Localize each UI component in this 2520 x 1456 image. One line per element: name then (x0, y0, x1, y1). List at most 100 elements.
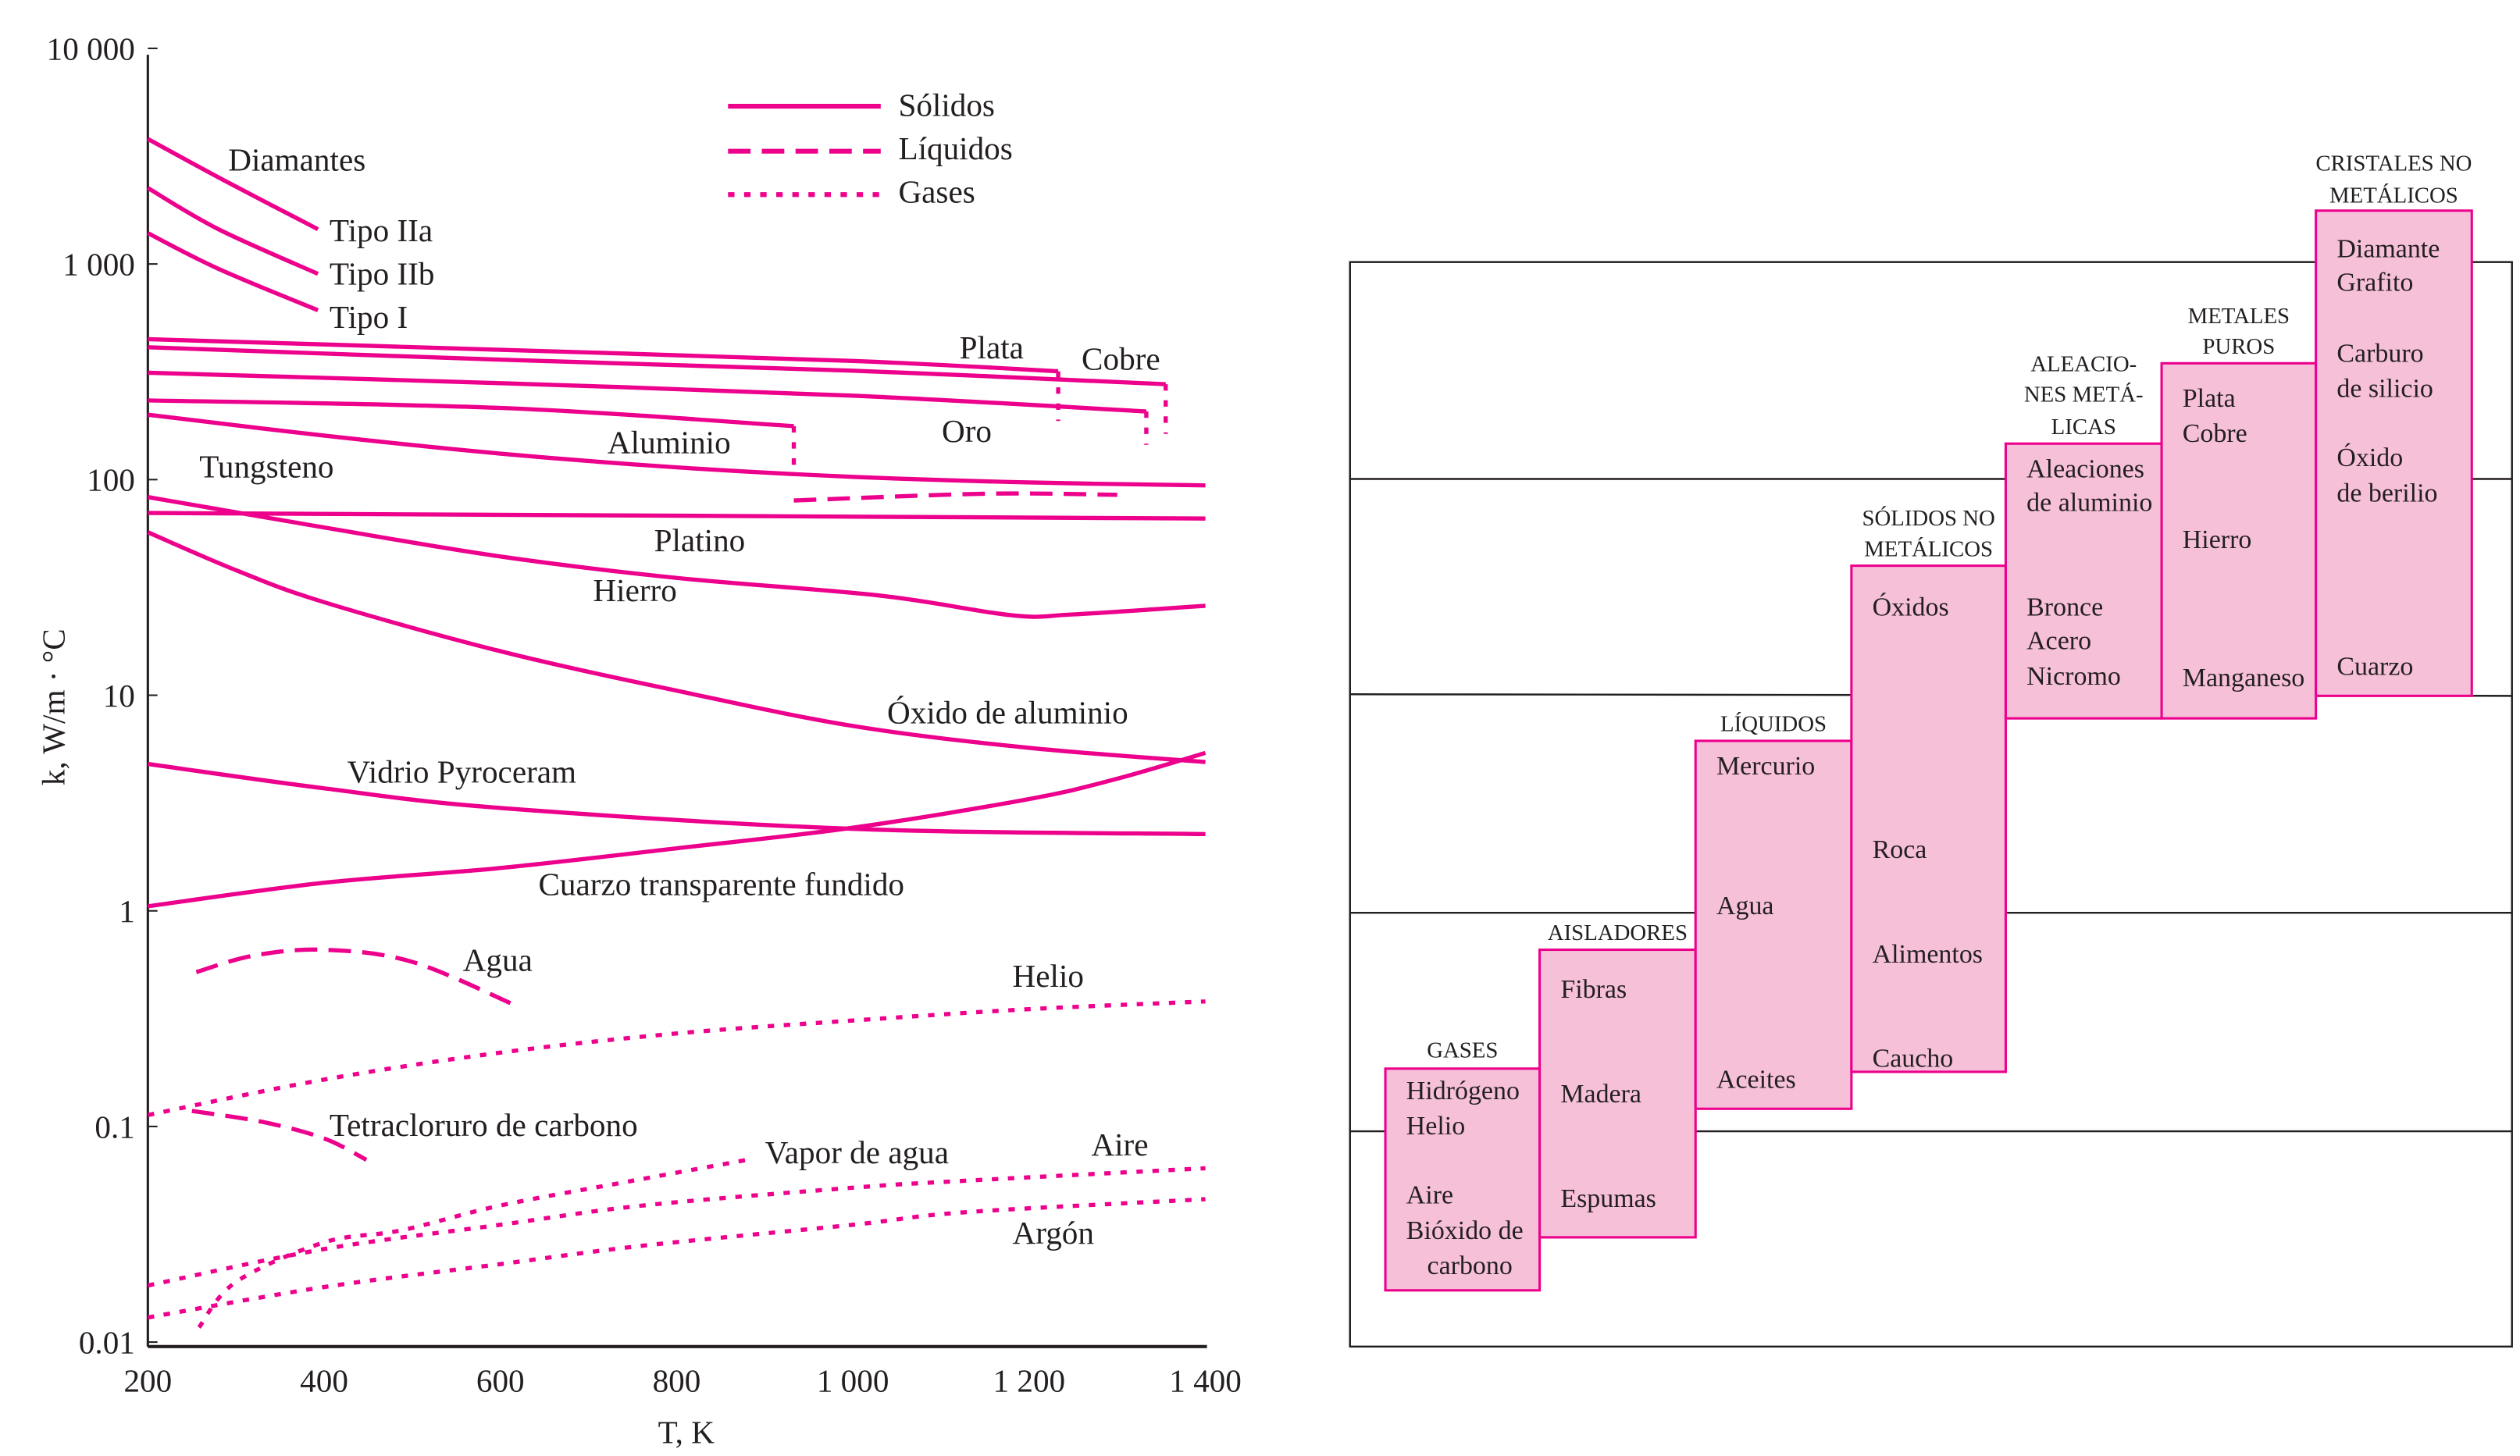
x-axis-label: T, K (658, 1414, 715, 1450)
material-item: Bronce (2026, 593, 2103, 621)
category-gases: GASES Hidrógeno Helio Aire Bióxido de carbono (1384, 1038, 1542, 1292)
material-item: Agua (1716, 892, 1774, 920)
material-item: Madera (1560, 1080, 1641, 1109)
material-item: Caucho (1873, 1045, 1954, 1073)
curve-platino (148, 511, 1206, 521)
y-tick-label: 10 000 (47, 30, 135, 66)
category-header: METALES (2188, 304, 2290, 329)
label-argon: Argón (1013, 1215, 1094, 1251)
material-item: carbono (1428, 1251, 1513, 1280)
material-item: Bióxido de (1406, 1216, 1524, 1245)
label-oxido-aluminio: Óxido de aluminio (887, 694, 1128, 730)
curve-helio (147, 999, 1206, 1117)
curve-aluminio (148, 398, 794, 429)
category-header: GASES (1427, 1038, 1498, 1063)
curve-plata (148, 336, 1059, 374)
diagram-frame (1349, 261, 2513, 1348)
category-cristales-no-metalicos: CRISTALES NO METÁLICOS Diamante Grafito Carb… (2315, 151, 2473, 697)
conductivity-chart: 10 000 1 000 100 10 1 0.1 0.01 200 400 600 800 1 0… (35, 30, 1242, 1450)
label-tipo-iib: Tipo IIb (330, 255, 435, 291)
y-tick-label: 0.1 (94, 1109, 134, 1145)
x-tick-label: 800 (653, 1362, 701, 1398)
legend-liquidos: Líquidos (898, 130, 1012, 166)
x-tick-label: 400 (300, 1362, 348, 1398)
category-header: METÁLICOS (1864, 536, 1993, 561)
category-header: NES METÁ- (2024, 382, 2144, 408)
category-header: PUROS (2202, 334, 2275, 359)
label-tetracloruro: Tetracloruro de carbono (330, 1107, 638, 1143)
label-platino: Platino (654, 522, 746, 558)
material-item: de aluminio (2026, 489, 2152, 518)
category-header: AISLADORES (1548, 920, 1688, 945)
material-item: Aceites (1716, 1066, 1796, 1095)
legend-solidos: Sólidos (898, 87, 995, 123)
curve-argon (147, 1197, 1206, 1320)
x-tick-label: 1 200 (993, 1362, 1066, 1398)
material-item: de berilio (2336, 479, 2437, 507)
material-item: Plata (2183, 384, 2236, 413)
material-item: Hidrógeno (1406, 1077, 1520, 1105)
range-box (2004, 442, 2163, 720)
category-metales-puros: METALES PUROS Plata Cobre Hierro Manganeso (2160, 304, 2318, 720)
material-item: Cuarzo (2336, 653, 2413, 682)
label-tipo-i: Tipo I (330, 299, 408, 335)
y-tick-label: 100 (87, 462, 135, 498)
curve-aluminio-liquido (793, 491, 1117, 503)
curve-diamantes-tipo-i (147, 231, 319, 312)
range-box (2160, 361, 2318, 720)
range-box (1538, 948, 1697, 1239)
label-plata: Plata (960, 329, 1024, 365)
curve-tungsteno (148, 412, 1206, 488)
label-aire: Aire (1091, 1127, 1148, 1162)
label-hierro: Hierro (593, 572, 676, 608)
curve-agua (195, 947, 519, 1009)
material-item: Roca (1873, 835, 1927, 864)
y-tick-label: 10 (103, 678, 135, 714)
range-box (1694, 739, 1853, 1110)
label-cobre: Cobre (1082, 341, 1160, 377)
curve-cobre (148, 345, 1166, 386)
range-box (2315, 209, 2473, 697)
label-helio: Helio (1013, 958, 1084, 994)
x-tick-label: 1 000 (817, 1362, 889, 1398)
label-oro: Oro (942, 413, 992, 449)
y-tick-label: 1 (119, 893, 135, 929)
material-item: Hierro (2183, 525, 2252, 554)
material-item: Helio (1406, 1112, 1465, 1141)
material-item: Mercurio (1716, 752, 1815, 781)
curve-oro (148, 370, 1147, 414)
curve-aire (147, 1166, 1206, 1288)
y-tick-label: 0.01 (79, 1324, 135, 1360)
material-item: Carburo (2336, 339, 2423, 368)
x-tick-label: 1 400 (1169, 1362, 1242, 1398)
label-vapor: Vapor de agua (765, 1134, 949, 1170)
category-header: SÓLIDOS NO (1862, 505, 1994, 531)
y-tick-label: 1 000 (62, 247, 135, 283)
material-item: Óxido (2336, 443, 2403, 472)
curve-vidrio-pyroceram (147, 761, 1206, 837)
curve-cuarzo-transparente-fundido (147, 750, 1207, 909)
category-aleacio-nes-meta-licas: ALEACIO- NES METÁ- LICAS Aleaciones de alumi… (2004, 352, 2163, 720)
label-agua: Agua (463, 942, 533, 977)
material-item: Fibras (1560, 975, 1627, 1004)
x-tick-label: 200 (123, 1362, 172, 1398)
range-box (1384, 1067, 1542, 1292)
material-item: Aire (1406, 1181, 1453, 1210)
label-cuarzo: Cuarzo transparente fundido (538, 867, 904, 902)
label-aluminio: Aluminio (608, 425, 731, 461)
category-aisladores: AISLADORES Fibras Madera Espumas (1538, 920, 1697, 1239)
category-header: METÁLICOS (2329, 183, 2458, 208)
material-item: Óxidos (1873, 592, 1949, 621)
curve-hierro (147, 495, 1206, 619)
category-header: LÍQUIDOS (1720, 711, 1827, 737)
label-vidrio: Vidrio Pyroceram (348, 753, 577, 789)
label-tungsteno: Tungsteno (199, 448, 333, 484)
label-diamantes: Diamantes (228, 141, 365, 177)
curve-labels: Diamantes Tipo IIa Tipo IIb Tipo I Plata… (199, 141, 1160, 1251)
category-liquidos: LÍQUIDOS Mercurio Agua Aceites (1694, 711, 1853, 1110)
curve-diamantes-tipo-iia (147, 137, 319, 231)
label-tipo-iia: Tipo IIa (330, 212, 433, 248)
curve-vapor-de-agua (197, 1158, 748, 1329)
conductivity-ranges-diagram: GASES Hidrógeno Helio Aire Bióxido de carbono… (1349, 151, 2513, 1348)
